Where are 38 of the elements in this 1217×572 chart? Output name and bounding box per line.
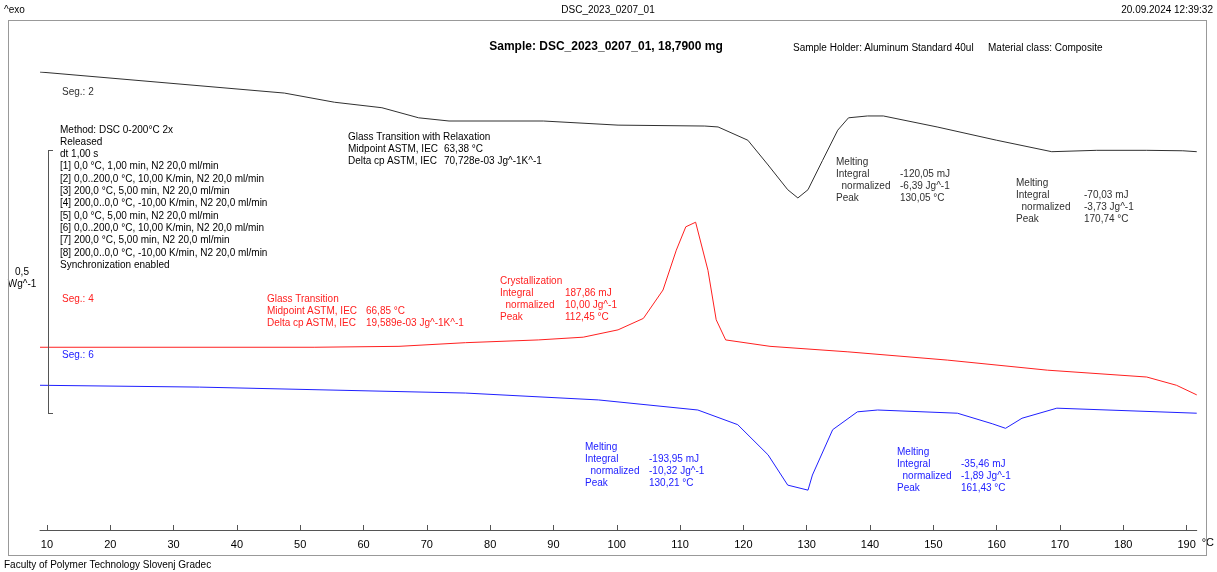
annotation: Glass Transition with Relaxation Midpoint ASTM, IEC 63,38 °C Delta cp ASTM, IEC 70,728e-03 Jg^-1K^-1 [348, 130, 543, 167]
x-tick-label: 50 [294, 537, 307, 550]
annotation: Glass Transition Midpoint ASTM, IEC 66,85 °C Delta cp ASTM, IEC 19,589e-03 Jg^-1K^-1 [267, 292, 465, 329]
text: Sample Holder: Aluminum Standard 40ul Material class: Composite [793, 41, 1103, 53]
x-tick-label: 120 [734, 537, 753, 550]
text: Crystallization Integral 187,86 mJ normalized 10,00 Jg^-1 Peak 112,45 °C [500, 274, 617, 323]
text: 20.09.2024 12:39:32 [1121, 3, 1214, 15]
x-tick-label: 10 [40, 537, 54, 550]
x-tick-label: 170 [1050, 537, 1070, 550]
series-label: Seg.: 2 [62, 85, 95, 97]
x-tick-label: 20 [104, 537, 117, 550]
text: Faculty of Polymer Technology Slovenj Gradec [4, 558, 212, 570]
text: Melting Integral -35,46 mJ normalized -1,89 Jg^-1 Peak 161,43 °C [897, 445, 1011, 494]
x-tick-label: 180 [1114, 537, 1133, 550]
chart-title: Sample: DSC_2023_0207_01, 18,7900 mg [489, 39, 723, 53]
text: DSC_2023_0207_01 [561, 3, 656, 15]
y-axis-title: 0,5 Wg^-1 [7, 265, 37, 289]
text: Seg.: 6 [62, 348, 95, 360]
x-tick-label: 160 [987, 537, 1006, 550]
x-tick-label: 130 [797, 537, 816, 550]
x-tick-label: 150 [924, 537, 943, 550]
x-tick-label: 140 [860, 537, 880, 550]
x-tick-label: 110 [671, 537, 689, 550]
x-tick-label: 80 [484, 537, 497, 550]
x-tick-label: 60 [357, 537, 370, 550]
x-tick-label: 30 [167, 537, 180, 550]
x-tick-label: 100 [607, 537, 626, 550]
x-tick-label: 190 [1177, 537, 1196, 550]
text: Seg.: 4 [62, 292, 95, 304]
text: Melting Integral -120,05 mJ normalized -6,39 Jg^-1 Peak 130,05 °C [836, 155, 951, 204]
x-tick-label: 90 [547, 537, 560, 550]
text: Method: DSC 0-200°C 2x Released dt 1,00 s [1] 0,0 °C, 1,00 min, N2 20,0 ml/min [2] 0,0..200,0 °C, 10,00 K/min, N2 20,0 ml/min [3] 200,0 °C, 5,00 min, N2 20,0 ml/min [4] 200,0..0,0 °C, -10,00 K/min, N2 20,0 ml/min [5] 0,0 °C, 5,00 min, N2 20,0 ml/min [6] 0,0..200,0 °C, 10,00 K/min, N2 20,0 ml/min [7] 200,0 °C, 5,00 min, N2 20,0 ml/min [8] 200,0..0,0 °C, -10,00 K/min, N2 20,0 ml/min Synchronization enabled [60, 123, 268, 270]
x-tick-label: 40 [230, 537, 244, 550]
text: ^exo [4, 3, 26, 15]
x-axis-title: °C [1201, 535, 1215, 548]
x-tick-label: 70 [420, 537, 433, 550]
text: Melting Integral -193,95 mJ normalized -10,32 Jg^-1 Peak 130,21 °C [585, 440, 705, 489]
text: Melting Integral -70,03 mJ normalized -3,73 Jg^-1 Peak 170,74 °C [1016, 176, 1134, 225]
